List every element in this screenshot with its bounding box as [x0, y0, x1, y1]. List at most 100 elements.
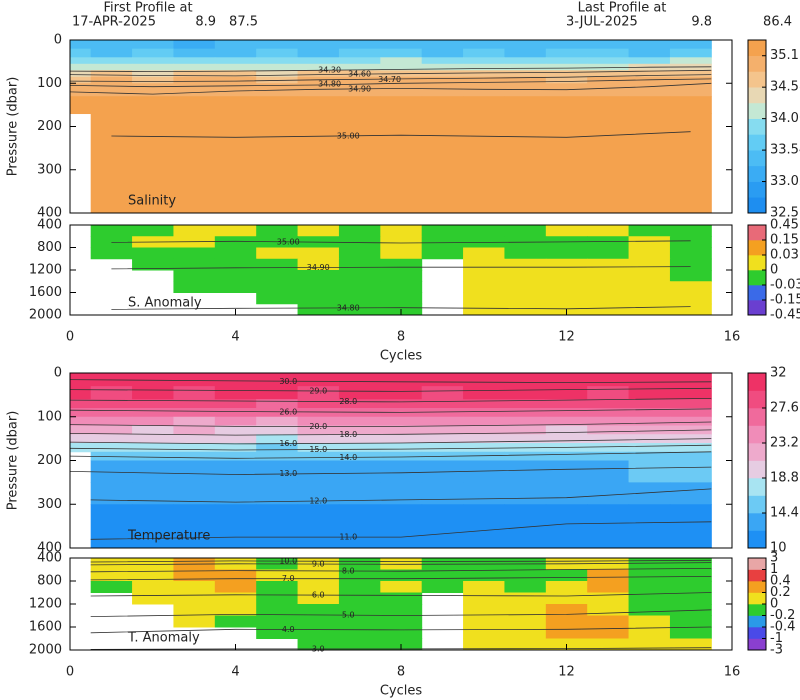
cell	[338, 592, 381, 605]
panel-label: Temperature	[127, 529, 210, 544]
cell	[380, 443, 423, 453]
cell	[421, 40, 464, 50]
contour-label: 35.00	[337, 132, 360, 141]
cell	[628, 96, 671, 115]
cell	[669, 96, 712, 115]
cell	[545, 425, 588, 435]
cell	[173, 425, 216, 435]
cell	[214, 386, 257, 400]
cell	[463, 373, 505, 387]
colorbar-band	[748, 225, 766, 241]
colorbar-frame	[747, 372, 767, 549]
cell	[587, 434, 630, 444]
cell	[132, 83, 174, 97]
x-tick-label: 0	[66, 330, 74, 345]
cell	[173, 236, 216, 248]
cell	[545, 569, 588, 582]
cell	[504, 638, 547, 651]
cell	[380, 592, 423, 605]
y-tick-label: 200	[37, 453, 62, 468]
cell	[504, 303, 547, 316]
cell	[587, 460, 630, 483]
cell	[173, 48, 216, 58]
cell	[463, 627, 505, 639]
cell	[173, 373, 216, 387]
cell	[297, 76, 340, 84]
cell	[545, 627, 588, 639]
contour-label: 6.0	[312, 591, 325, 600]
cell	[669, 592, 712, 605]
last-profile-lat: 9.8	[691, 15, 712, 30]
colorbar-tick-label: 0	[770, 263, 778, 278]
contour-label: 13.0	[279, 469, 297, 478]
cell	[587, 416, 630, 426]
contour-label: 5.0	[342, 610, 355, 619]
cell	[587, 270, 630, 282]
colorbar-band	[748, 615, 766, 628]
cell	[297, 504, 340, 549]
cell	[338, 451, 381, 461]
y-tick-label: 800	[37, 240, 62, 255]
cell	[90, 425, 133, 435]
cell	[628, 40, 671, 50]
cell	[504, 247, 547, 260]
cell	[297, 451, 340, 461]
cell	[70, 416, 92, 426]
cell	[297, 57, 340, 65]
last-profile-date: 3-JUL-2025	[566, 15, 638, 30]
colorbar-tick-label: -0.03	[770, 278, 800, 293]
cell	[587, 581, 630, 593]
cell	[421, 504, 464, 549]
colorbar-band	[748, 627, 766, 639]
cell	[256, 451, 299, 461]
cell	[380, 258, 423, 271]
cell	[545, 270, 588, 282]
colorbar-band	[748, 134, 766, 151]
cell	[628, 386, 671, 400]
cell	[297, 281, 340, 293]
contour-line	[69, 78, 712, 88]
cell	[132, 425, 174, 435]
cell	[421, 76, 464, 84]
cell	[380, 615, 423, 628]
cell	[463, 258, 505, 271]
cell	[297, 386, 340, 400]
colorbar-tick-label: -3	[770, 643, 783, 658]
cell	[297, 443, 340, 453]
cell	[504, 270, 547, 282]
cell	[504, 482, 547, 505]
contour-label: 30.0	[279, 377, 297, 386]
cell	[297, 303, 340, 316]
cell	[587, 604, 630, 616]
cell	[132, 373, 174, 387]
cell	[545, 292, 588, 305]
cell	[256, 281, 299, 293]
y-tick-label: 1600	[29, 285, 62, 300]
cell	[132, 63, 174, 71]
y-tick-label: 200	[37, 119, 62, 134]
colorbar-band	[748, 558, 766, 570]
cell	[628, 373, 671, 387]
cell	[70, 76, 92, 84]
cell	[173, 482, 216, 505]
colorbar-frame	[747, 39, 767, 214]
cell	[214, 482, 257, 505]
cell	[173, 386, 216, 400]
cell	[132, 96, 174, 115]
contour-line	[90, 559, 712, 563]
cell	[628, 76, 671, 84]
cell	[545, 281, 588, 293]
contour-label: 34.80	[318, 80, 341, 89]
cell	[297, 258, 340, 271]
cell	[338, 270, 381, 282]
cell	[214, 247, 257, 260]
cell	[545, 408, 588, 418]
contour-label: 12.0	[309, 496, 327, 505]
cell	[669, 386, 712, 400]
cell	[463, 504, 505, 549]
contour-line	[90, 521, 712, 540]
y-tick-label: 1200	[29, 263, 62, 278]
y-tick-label: 400	[37, 218, 62, 233]
x-tick-label: 8	[397, 330, 405, 345]
cell	[628, 581, 671, 593]
